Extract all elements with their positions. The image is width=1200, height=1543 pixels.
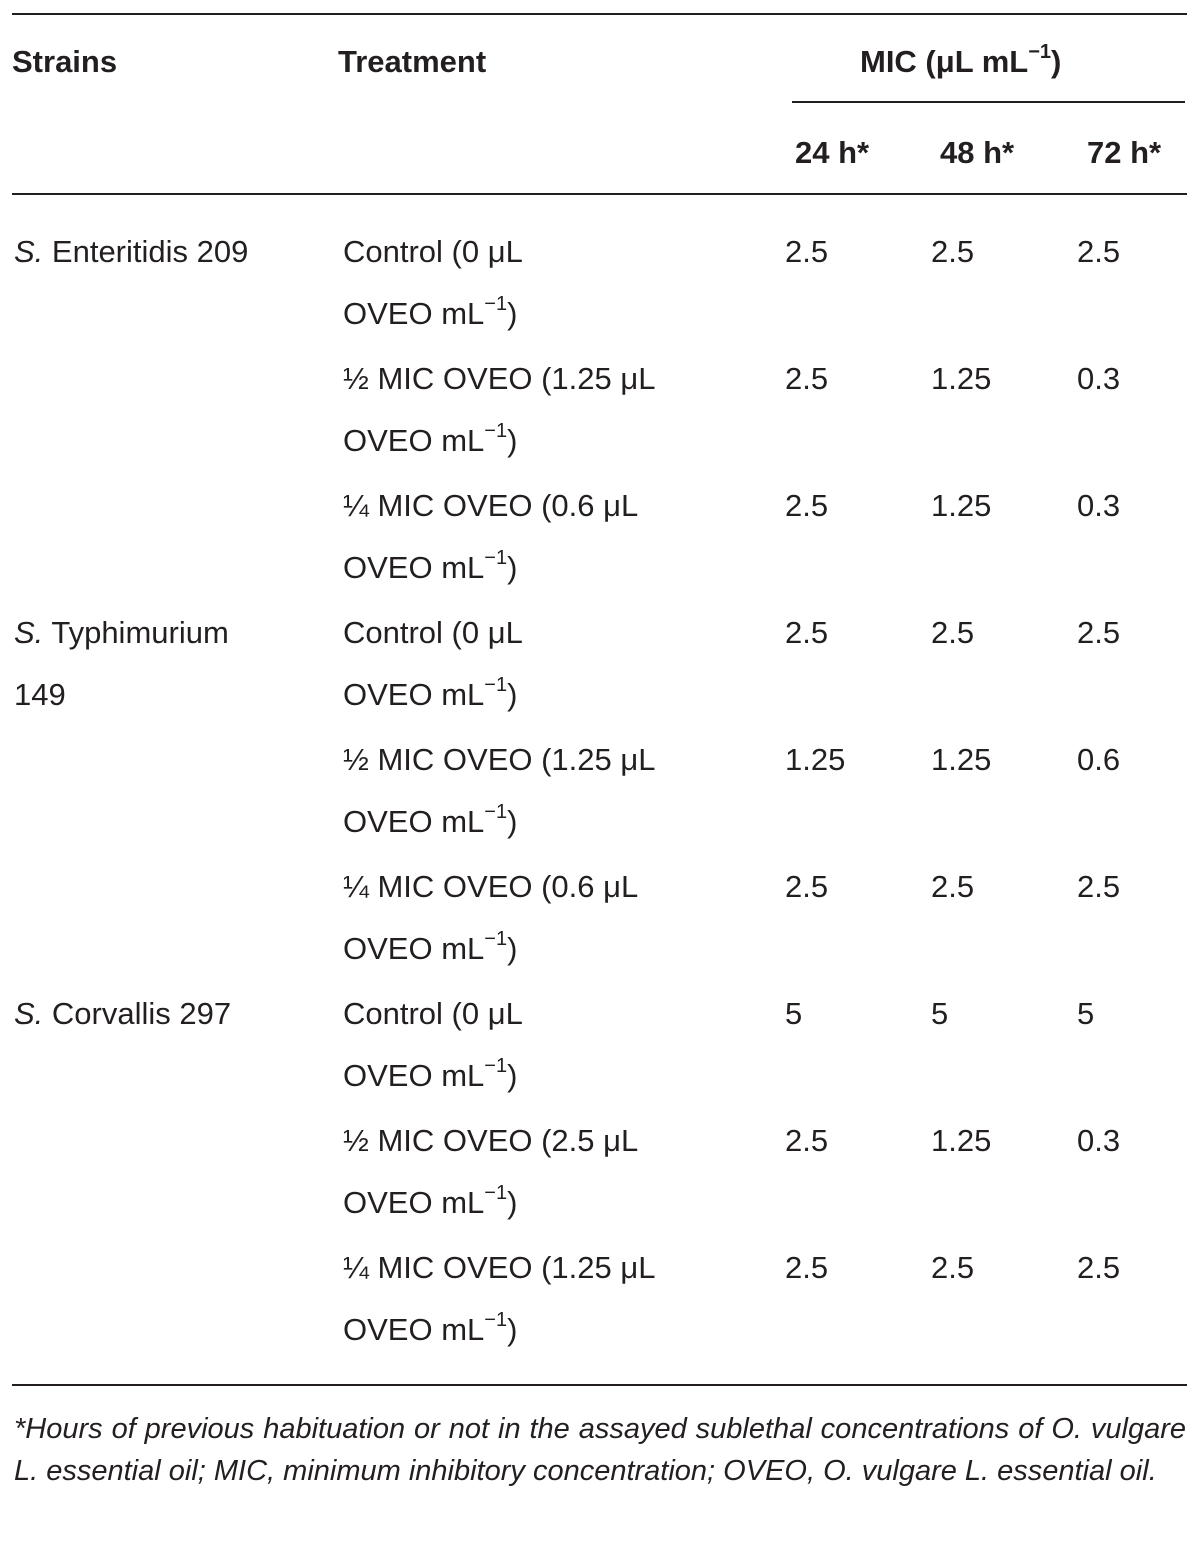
mic-value-72h: 2.5 — [1077, 869, 1121, 904]
table-footnote: *Hours of previous habituation or not in… — [14, 1413, 1186, 1487]
treatment-line2: OVEO mL−1) — [343, 929, 517, 969]
treatment-line1: ¼ MIC OVEO (0.6 μL — [343, 869, 639, 904]
treatment-line1: ½ MIC OVEO (2.5 μL — [343, 1123, 639, 1158]
mic-value-72h: 0.6 — [1077, 742, 1121, 777]
strain-name: S. Typhimurium — [14, 613, 229, 653]
mic-value-48h: 5 — [931, 996, 949, 1031]
mic-value-24h: 2.5 — [785, 615, 829, 650]
treatment-close-paren: ) — [507, 804, 518, 839]
mic-value-72h: 2.5 — [1077, 234, 1121, 269]
treatment-unit-exponent: −1 — [484, 546, 508, 569]
mic-value-72h: 2.5 — [1077, 1250, 1121, 1285]
treatment-close-paren: ) — [507, 423, 518, 458]
treatment-line1: ½ MIC OVEO (1.25 μL — [343, 742, 656, 777]
header-bottom-rule — [12, 193, 1187, 195]
strain-label-line2: 149 — [14, 677, 66, 712]
mic-value-24h: 2.5 — [785, 1250, 829, 1285]
mic-value-72h: 5 — [1077, 996, 1095, 1031]
treatment-unit: OVEO mL — [343, 1058, 485, 1093]
mic-value-48h: 2.5 — [931, 1250, 975, 1285]
header-mic: MIC (μL mL−1) — [860, 42, 1061, 82]
mic-value-24h: 1.25 — [785, 742, 846, 777]
mic-value-24h: 2.5 — [785, 869, 829, 904]
treatment-line1: ½ MIC OVEO (1.25 μL — [343, 361, 656, 396]
treatment-unit-exponent: −1 — [484, 419, 508, 442]
mic-value-48h: 2.5 — [931, 869, 975, 904]
mic-value-72h: 0.3 — [1077, 361, 1121, 396]
treatment-unit: OVEO mL — [343, 1312, 485, 1347]
treatment-line2: OVEO mL−1) — [343, 548, 517, 588]
treatment-unit: OVEO mL — [343, 1185, 485, 1220]
treatment-unit-exponent: −1 — [484, 1054, 508, 1077]
treatment-unit: OVEO mL — [343, 677, 485, 712]
strain-genus: S. — [14, 615, 44, 650]
treatment-close-paren: ) — [507, 1312, 518, 1347]
header-24h: 24 h* — [795, 135, 870, 170]
treatment-line2: OVEO mL−1) — [343, 1310, 517, 1350]
mic-value-24h: 5 — [785, 996, 803, 1031]
treatment-close-paren: ) — [507, 931, 518, 966]
strain-label: Corvallis 297 — [43, 996, 232, 1031]
strain-name: S. Corvallis 297 — [14, 994, 231, 1034]
treatment-line2: OVEO mL−1) — [343, 421, 517, 461]
mic-value-72h: 2.5 — [1077, 615, 1121, 650]
mic-value-24h: 2.5 — [785, 361, 829, 396]
treatment-close-paren: ) — [507, 550, 518, 585]
mic-value-72h: 0.3 — [1077, 1123, 1121, 1158]
treatment-unit-exponent: −1 — [484, 1181, 508, 1204]
header-72h: 72 h* — [1087, 135, 1162, 170]
header-mic-exponent: −1 — [1028, 40, 1052, 63]
mic-value-24h: 2.5 — [785, 488, 829, 523]
treatment-unit-exponent: −1 — [484, 1308, 508, 1331]
mic-value-72h: 0.3 — [1077, 488, 1121, 523]
treatment-unit: OVEO mL — [343, 296, 485, 331]
mic-spanner-rule — [792, 101, 1185, 103]
treatment-close-paren: ) — [507, 1058, 518, 1093]
mic-value-48h: 1.25 — [931, 488, 992, 523]
treatment-unit: OVEO mL — [343, 550, 485, 585]
mic-value-24h: 2.5 — [785, 234, 829, 269]
treatment-unit-exponent: −1 — [484, 673, 508, 696]
treatment-line1: ¼ MIC OVEO (1.25 μL — [343, 1250, 656, 1285]
mic-value-24h: 2.5 — [785, 1123, 829, 1158]
treatment-unit-exponent: −1 — [484, 292, 508, 315]
mic-value-48h: 1.25 — [931, 1123, 992, 1158]
treatment-close-paren: ) — [507, 296, 518, 331]
table-bottom-rule — [12, 1384, 1187, 1386]
header-48h: 48 h* — [940, 135, 1015, 170]
strain-genus: S. — [14, 234, 44, 269]
treatment-line1: ¼ MIC OVEO (0.6 μL — [343, 488, 639, 523]
treatment-line2: OVEO mL−1) — [343, 1056, 517, 1096]
strain-label: Typhimurium — [43, 615, 229, 650]
strain-genus: S. — [14, 996, 44, 1031]
mic-value-48h: 2.5 — [931, 234, 975, 269]
treatment-unit-exponent: −1 — [484, 800, 508, 823]
strain-name: S. Enteritidis 209 — [14, 232, 248, 272]
strain-label: Enteritidis 209 — [43, 234, 249, 269]
treatment-unit-exponent: −1 — [484, 927, 508, 950]
mic-value-48h: 1.25 — [931, 742, 992, 777]
treatment-unit: OVEO mL — [343, 931, 485, 966]
treatment-unit: OVEO mL — [343, 423, 485, 458]
treatment-line2: OVEO mL−1) — [343, 1183, 517, 1223]
treatment-line1: Control (0 μL — [343, 615, 523, 650]
treatment-line2: OVEO mL−1) — [343, 802, 517, 842]
header-mic-close: ) — [1051, 44, 1062, 79]
mic-value-48h: 1.25 — [931, 361, 992, 396]
mic-value-48h: 2.5 — [931, 615, 975, 650]
treatment-line1: Control (0 μL — [343, 996, 523, 1031]
treatment-close-paren: ) — [507, 677, 518, 712]
header-strains: Strains — [12, 44, 118, 79]
treatment-close-paren: ) — [507, 1185, 518, 1220]
table-top-rule — [12, 13, 1187, 15]
header-treatment: Treatment — [338, 44, 487, 79]
treatment-unit: OVEO mL — [343, 804, 485, 839]
treatment-line2: OVEO mL−1) — [343, 294, 517, 334]
header-mic-label: MIC (μL mL — [860, 44, 1029, 79]
treatment-line1: Control (0 μL — [343, 234, 523, 269]
treatment-line2: OVEO mL−1) — [343, 675, 517, 715]
